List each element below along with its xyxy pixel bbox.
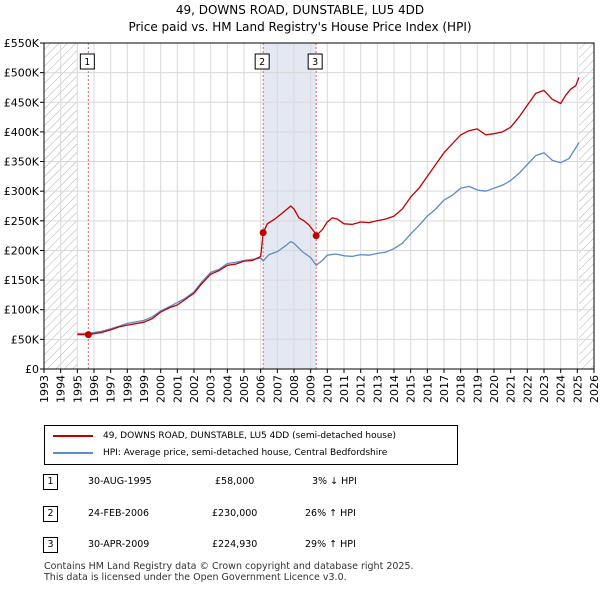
transaction-number-badge: 1 [43, 474, 58, 490]
y-tick-label: £550K [4, 37, 40, 50]
x-tick-label: 2023 [538, 375, 551, 403]
transaction-label-box [254, 53, 270, 70]
legend-label-price: 49, DOWNS ROAD, DUNSTABLE, LU5 4DD (semi… [103, 431, 397, 441]
x-tick-label: 2015 [405, 375, 418, 403]
y-tick-label: £400K [4, 126, 40, 139]
x-tick-label: 2006 [255, 375, 268, 403]
footer-copyright: Contains HM Land Registry data © Crown c… [44, 561, 414, 572]
x-tick-label: 1994 [55, 375, 68, 403]
transaction-date: 30-APR-2009 [88, 539, 150, 550]
y-tick-label: £150K [4, 274, 40, 287]
x-tick-label: 2019 [471, 375, 484, 403]
x-tick-label: 1996 [88, 375, 101, 403]
x-tick-label: 2020 [488, 375, 501, 403]
y-tick-label: £350K [4, 156, 40, 169]
transaction-hpi-change: 26% ↑ HPI [305, 508, 356, 519]
transaction-label-box [307, 53, 323, 70]
x-tick-label: 2009 [305, 375, 318, 403]
transaction-hpi-change: 3% ↓ HPI [312, 476, 357, 487]
x-tick-label: 2008 [288, 375, 301, 403]
transaction-label-box [79, 53, 95, 70]
x-tick-label: 2004 [221, 375, 234, 403]
transaction-date: 30-AUG-1995 [88, 476, 152, 487]
y-tick-label: £450K [4, 96, 40, 109]
x-tick-label: 1995 [71, 375, 84, 403]
y-tick-label: £250K [4, 215, 40, 228]
transaction-price: £224,930 [212, 539, 258, 550]
x-tick-label: 2018 [455, 375, 468, 403]
x-tick-label: 2000 [155, 375, 168, 403]
transaction-label: 3 [312, 57, 318, 68]
x-tick-label: 2022 [521, 375, 534, 403]
x-tick-label: 2017 [438, 375, 451, 403]
transaction-price: £230,000 [212, 508, 258, 519]
x-tick-label: 2011 [338, 375, 351, 403]
transaction-hpi-change: 29% ↑ HPI [305, 539, 356, 550]
x-tick-label: 2024 [555, 375, 568, 403]
x-tick-label: 2001 [171, 375, 184, 403]
transaction-date: 24-FEB-2006 [88, 508, 150, 519]
transaction-point [312, 232, 320, 240]
x-tick-label: 2012 [355, 375, 368, 403]
legend-item-hpi: HPI: Average price, semi-detached house,… [53, 445, 387, 461]
x-tick-label: 1993 [38, 375, 51, 403]
transaction-point [259, 229, 267, 237]
x-tick-label: 2005 [238, 375, 251, 403]
plot-border [43, 42, 595, 370]
plot-area [44, 43, 594, 369]
x-tick-label: 2026 [588, 375, 600, 403]
y-tick-label: £0 [25, 363, 39, 376]
legend-swatch-price [53, 434, 93, 437]
legend-swatch-hpi [53, 451, 93, 454]
chart-legend: 49, DOWNS ROAD, DUNSTABLE, LU5 4DD (semi… [44, 425, 458, 465]
transaction-label: 2 [259, 57, 265, 68]
price-chart: 1 2 3 £0 £50K £100K £150K £200K £250K £300K £350K… [4, 37, 600, 403]
hpi-line [77, 142, 580, 335]
transaction-number-badge: 3 [43, 537, 58, 553]
legend-label-hpi: HPI: Average price, semi-detached house,… [103, 448, 388, 458]
x-tick-label: 1998 [121, 375, 134, 403]
x-tick-label: 2007 [271, 375, 284, 403]
x-tick-label: 1997 [105, 375, 118, 403]
x-tick-label: 2013 [371, 375, 384, 403]
shaded-period [263, 43, 317, 369]
legend-item-price: 49, DOWNS ROAD, DUNSTABLE, LU5 4DD (semi… [53, 428, 396, 444]
y-tick-label: £50K [11, 333, 40, 346]
transaction-price: £58,000 [215, 476, 255, 487]
x-tick-label: 2003 [205, 375, 218, 403]
y-tick-label: £200K [4, 244, 40, 257]
x-tick-label: 2014 [388, 375, 401, 403]
y-tick-label: £300K [4, 185, 40, 198]
price-paid-line [77, 77, 580, 336]
transaction-point [84, 331, 92, 339]
x-tick-label: 2010 [321, 375, 334, 403]
x-tick-label: 2025 [571, 375, 584, 403]
x-tick-label: 2002 [188, 375, 201, 403]
transaction-number-badge: 2 [43, 506, 58, 522]
transaction-label: 1 [84, 57, 90, 68]
footer-licence: This data is licensed under the Open Gov… [44, 572, 347, 583]
chart-title: 49, DOWNS ROAD, DUNSTABLE, LU5 4DD [175, 3, 425, 17]
y-tick-label: £500K [4, 67, 40, 80]
x-tick-label: 2021 [505, 375, 518, 403]
y-tick-label: £100K [4, 304, 40, 317]
x-tick-label: 2016 [421, 375, 434, 403]
x-tick-label: 1999 [138, 375, 151, 403]
chart-subtitle: Price paid vs. HM Land Registry's House … [128, 20, 472, 34]
hatched-region [579, 43, 594, 369]
